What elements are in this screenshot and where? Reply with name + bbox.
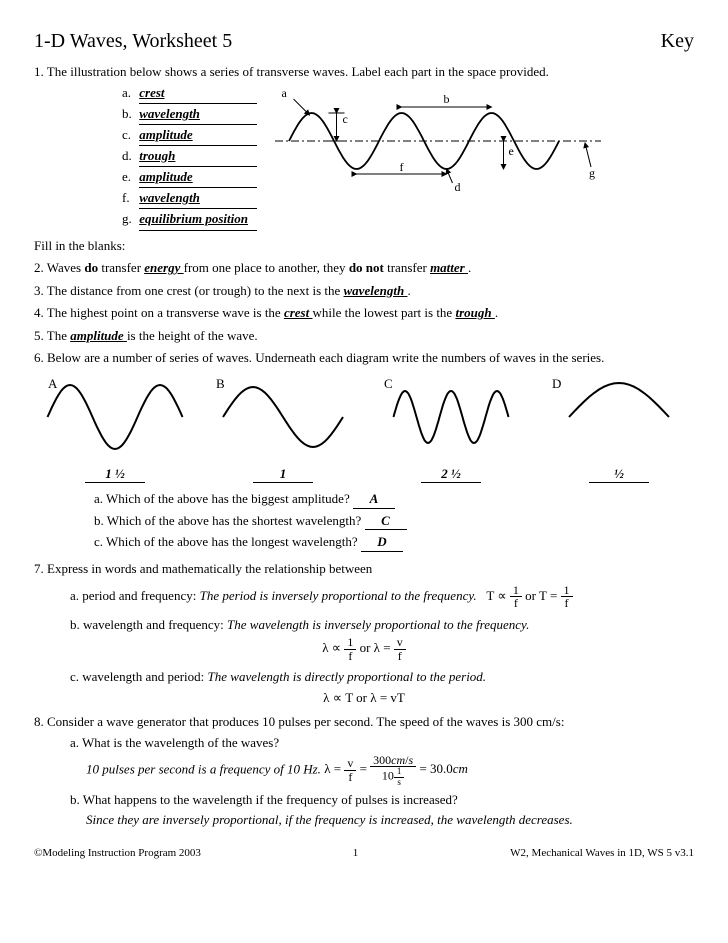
question-8: 8. Consider a wave generator that produc… xyxy=(34,713,694,829)
q7-b-equation: λ ∝ 1f or λ = vf xyxy=(34,636,694,662)
q8-b: b. What happens to the wavelength if the… xyxy=(70,791,694,809)
q6-prompt: 6. Below are a number of series of waves… xyxy=(34,349,694,367)
svg-text:c: c xyxy=(343,112,348,126)
q1-ans-f: wavelength xyxy=(139,190,200,205)
footer-copyright: ©Modeling Instruction Program 2003 xyxy=(34,846,201,861)
q1-ans-g: equilibrium position xyxy=(139,211,248,226)
q4-ans1: crest xyxy=(284,305,309,320)
q3-ans: wavelength xyxy=(344,283,405,298)
q6-sub-c: c. Which of the above has the longest wa… xyxy=(94,533,694,552)
svg-text:e: e xyxy=(509,144,514,158)
svg-text:a: a xyxy=(282,86,288,100)
question-2: 2. Waves do transfer energy from one pla… xyxy=(34,259,694,277)
question-3: 3. The distance from one crest (or troug… xyxy=(34,282,694,300)
series-B: B1 xyxy=(208,373,358,484)
q1-ans-e: amplitude xyxy=(139,169,192,184)
fill-in-blanks-header: Fill in the blanks: xyxy=(34,237,694,255)
q7-prompt: 7. Express in words and mathematically t… xyxy=(34,560,694,578)
q1-ans-c: amplitude xyxy=(139,127,192,142)
svg-text:d: d xyxy=(455,180,461,194)
series-C: C2 ½ xyxy=(376,373,526,484)
q7-c: c. wavelength and period: The wavelength… xyxy=(70,668,694,686)
q2-ans2: matter xyxy=(430,260,465,275)
q7-b: b. wavelength and frequency: The wavelen… xyxy=(70,616,694,634)
question-1: 1. The illustration below shows a series… xyxy=(34,63,694,231)
q1-answer-list: a. crest b. wavelength c. amplitude d. t… xyxy=(122,83,257,231)
q8-prompt: 8. Consider a wave generator that produc… xyxy=(34,713,694,731)
q7-a: a. period and frequency: The period is i… xyxy=(70,584,694,610)
worksheet-title: 1-D Waves, Worksheet 5 xyxy=(34,28,232,55)
q6-sub-b: b. Which of the above has the shortest w… xyxy=(94,512,694,531)
q1-ans-a: crest xyxy=(139,85,164,100)
q6-sub-a: a. Which of the above has the biggest am… xyxy=(94,490,694,509)
page-footer: ©Modeling Instruction Program 2003 1 W2,… xyxy=(34,846,694,861)
footer-page-number: 1 xyxy=(353,846,359,861)
q8-a-solution: 10 pulses per second is a frequency of 1… xyxy=(86,754,694,787)
question-7: 7. Express in words and mathematically t… xyxy=(34,560,694,707)
q1-ans-b: wavelength xyxy=(139,106,200,121)
q7-c-equation: λ ∝ T or λ = vT xyxy=(34,689,694,707)
question-4: 4. The highest point on a transverse wav… xyxy=(34,304,694,322)
footer-doc-id: W2, Mechanical Waves in 1D, WS 5 v3.1 xyxy=(510,846,694,861)
worksheet-key-label: Key xyxy=(661,28,694,55)
question-6: 6. Below are a number of series of waves… xyxy=(34,349,694,552)
q1-wave-diagram: a b c d e f g xyxy=(269,81,694,201)
series-A: A1 ½ xyxy=(40,373,190,484)
q2-ans1: energy xyxy=(144,260,180,275)
q4-ans2: trough xyxy=(455,305,491,320)
q8-a: a. What is the wavelength of the waves? xyxy=(70,734,694,752)
q1-ans-d: trough xyxy=(139,148,175,163)
series-D: D½ xyxy=(544,373,694,484)
svg-text:g: g xyxy=(589,166,595,180)
q8-b-solution: Since they are inversely proportional, i… xyxy=(86,811,694,829)
worksheet-header: 1-D Waves, Worksheet 5 Key xyxy=(34,28,694,55)
q5-ans: amplitude xyxy=(70,328,123,343)
svg-text:b: b xyxy=(444,92,450,106)
svg-text:f: f xyxy=(400,160,404,174)
question-5: 5. The amplitude is the height of the wa… xyxy=(34,327,694,345)
q6-series-row: A1 ½B1C2 ½D½ xyxy=(40,373,688,484)
q1-prompt: 1. The illustration below shows a series… xyxy=(34,63,694,81)
